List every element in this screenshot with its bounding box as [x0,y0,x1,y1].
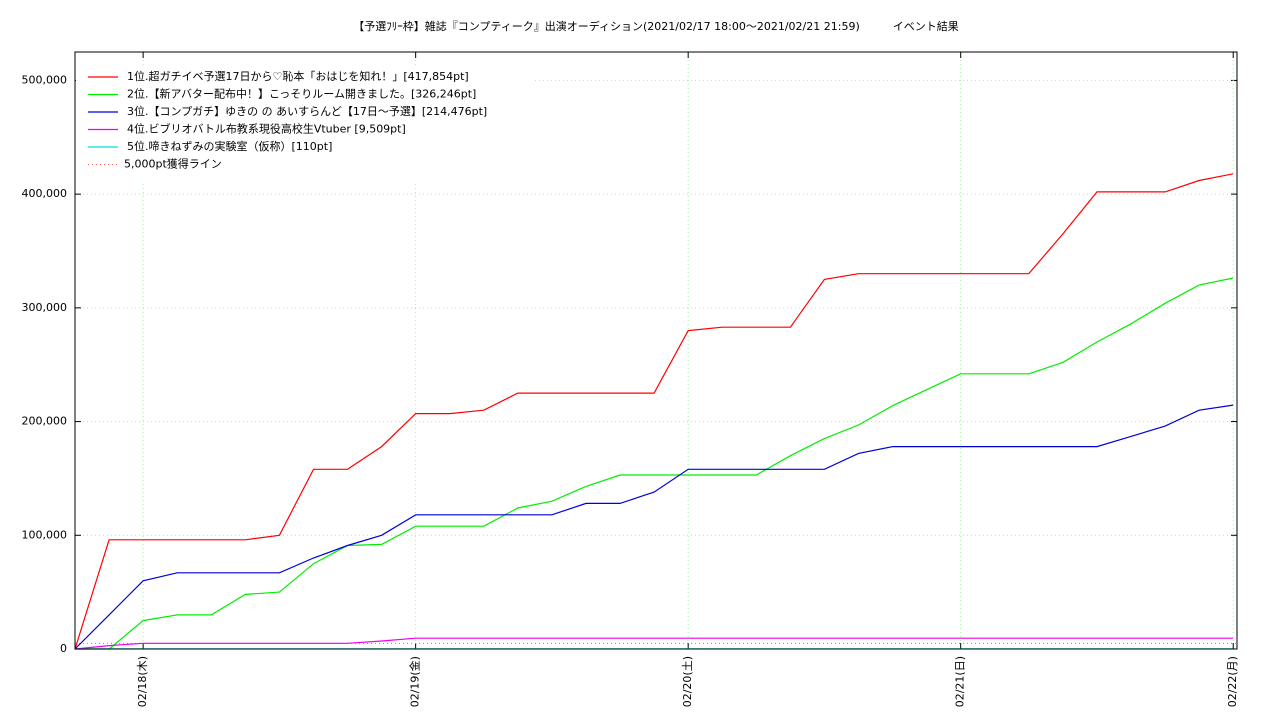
x-tick-label: 02/19(金) [408,656,422,707]
y-tick-label: 0 [60,642,67,655]
series-line [74,637,1234,650]
y-tick-label: 500,000 [22,73,68,86]
y-tick-label: 100,000 [22,528,68,541]
legend-background [76,66,532,184]
legend-label: 3位.【コンプガチ】ゆきの の あいすらんど【17日〜予選】[214,476pt… [127,104,487,118]
x-tick-label: 02/18(木) [136,656,149,707]
y-tick-label: 400,000 [22,187,68,200]
series-line [74,173,1234,650]
y-tick-label: 300,000 [22,301,68,314]
series-line [74,404,1234,650]
legend-label: 5,000pt獲得ライン [124,158,222,171]
series-line [75,277,1234,650]
chart-title: 【予選ﾌﾘｰ枠】雑誌『コンプティーク』出演オーディション(2021/02/17 … [353,19,959,33]
legend-label: 5位.啼きねずみの実験室（仮称）[110pt] [127,139,332,153]
legend-label: 1位.超ガチイベ予選17日から♡恥本「おはじを知れ！」[417,854pt] [127,69,469,83]
x-tick-label: 02/22(月) [1226,656,1239,707]
legend-label: 4位.ビブリオバトル布教系現役高校生Vtuber [9,509pt] [127,122,406,136]
y-tick-label: 200,000 [22,415,68,428]
legend-label: 2位.【新アバター配布中！】こっそりルーム開きました。[326,246pt] [127,87,476,101]
plot-frame [74,51,1238,650]
x-tick-label: 02/20(土) [681,656,694,707]
x-tick-label: 02/21(日) [954,656,967,707]
